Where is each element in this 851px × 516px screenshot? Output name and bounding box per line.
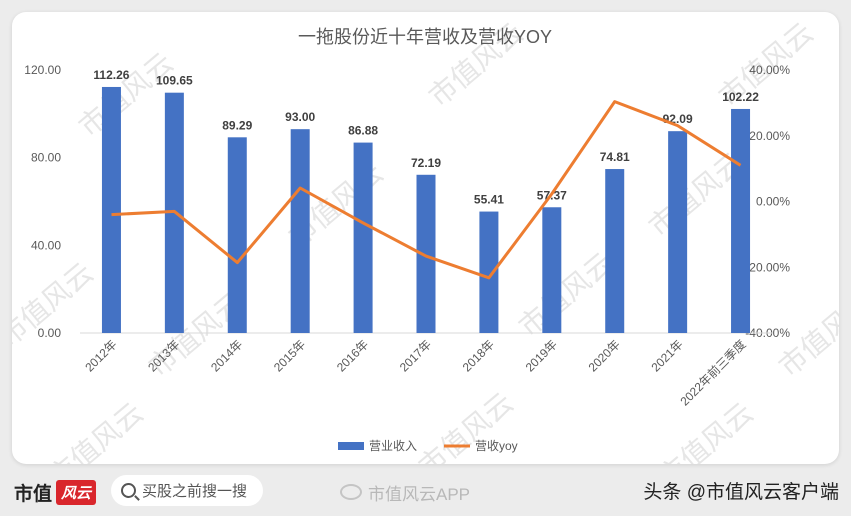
revenue-bar-label: 102.22 (722, 90, 759, 104)
left-tick-label: 120.00 (24, 63, 61, 77)
footer-bar: 市值 风云 买股之前搜一搜 市值风云APP 头条 @市值风云客户端 (0, 468, 851, 516)
x-tick-label: 2017年 (397, 337, 434, 374)
watermark-text: 市值风云 (73, 47, 179, 143)
revenue-bar-label: 72.19 (411, 156, 441, 170)
revenue-bar (101, 86, 121, 333)
revenue-bar (731, 108, 751, 333)
x-axis: 2012年 2013年 2014年 2015年 2016年 2017年 2018年 2019年… (82, 337, 748, 409)
revenue-bar-label: 74.81 (600, 150, 630, 164)
right-tick-label: 40.00% (749, 63, 790, 77)
source-credit: 头条 @市值风云客户端 (643, 482, 839, 503)
brand-logo[interactable]: 市值 风云 (14, 476, 97, 508)
revenue-bar-label: 112.26 (93, 68, 129, 82)
left-axis: 0.00 40.00 80.00 120.00 (24, 63, 61, 340)
search-box[interactable]: 买股之前搜一搜 (111, 475, 263, 506)
x-tick-label: 2012年 (82, 337, 119, 374)
legend-swatch-revenue (338, 442, 364, 450)
revenue-bar-label: 89.29 (222, 118, 252, 132)
right-tick-label: 20.00% (749, 129, 790, 143)
app-watermark: 市值风云APP (340, 478, 470, 506)
brand-text: 市值 (14, 483, 53, 505)
left-tick-label: 80.00 (31, 151, 61, 165)
revenue-bar-label: 93.00 (285, 110, 315, 124)
x-tick-label: 2014年 (208, 337, 245, 374)
app-watermark-text: 市值风云APP (368, 484, 471, 504)
chart-card: 市值风云 市值风云 市值风云 市值风云 市值风云 市值风云 市值风云 市值风云 市值风云 市值风云… (12, 12, 839, 464)
x-tick-label: 2018年 (460, 337, 497, 374)
right-axis: -40.00%-20.00%0.00%20.00%40.00% (745, 63, 790, 340)
x-tick-label: 2021年 (648, 337, 685, 374)
revenue-bar-label: 86.88 (348, 124, 378, 138)
brand-mark: 风云 (56, 479, 97, 505)
yoy-line (111, 100, 742, 280)
search-icon (121, 483, 136, 498)
legend-label-revenue: 营业收入 (369, 439, 417, 453)
revenue-bar-label: 55.41 (474, 193, 504, 207)
watermark-text: 市值风云 (653, 397, 759, 464)
weibo-icon (340, 484, 362, 500)
right-tick-label: 0.00% (756, 195, 790, 209)
revenue-bar (605, 169, 625, 333)
revenue-bar (416, 174, 436, 333)
bar-series (101, 86, 751, 333)
x-tick-label: 2019年 (523, 337, 560, 374)
revenue-bar (227, 137, 247, 333)
legend: 营业收入 营收yoy (338, 439, 518, 453)
watermark-text: 市值风云 (43, 397, 149, 464)
x-tick-label: 2015年 (271, 337, 308, 374)
search-placeholder: 买股之前搜一搜 (142, 483, 248, 500)
left-tick-label: 0.00 (38, 326, 62, 340)
revenue-bar-label: 92.09 (663, 112, 693, 126)
x-tick-label: 2016年 (334, 337, 371, 374)
revenue-bar (353, 142, 373, 333)
left-tick-label: 40.00 (31, 238, 61, 252)
revenue-bar (479, 211, 499, 333)
revenue-bar (290, 129, 310, 333)
chart-title: 一拖股份近十年营收及营收YOY (298, 27, 552, 47)
line-series (111, 100, 742, 280)
revenue-bar (542, 207, 562, 333)
x-tick-label: 2020年 (586, 337, 623, 374)
watermark-text: 市值风云 (513, 247, 619, 343)
revenue-bar-label: 109.65 (156, 74, 193, 88)
revenue-bar (668, 131, 688, 333)
legend-label-yoy: 营收yoy (475, 439, 518, 453)
right-tick-label: -20.00% (745, 260, 790, 274)
